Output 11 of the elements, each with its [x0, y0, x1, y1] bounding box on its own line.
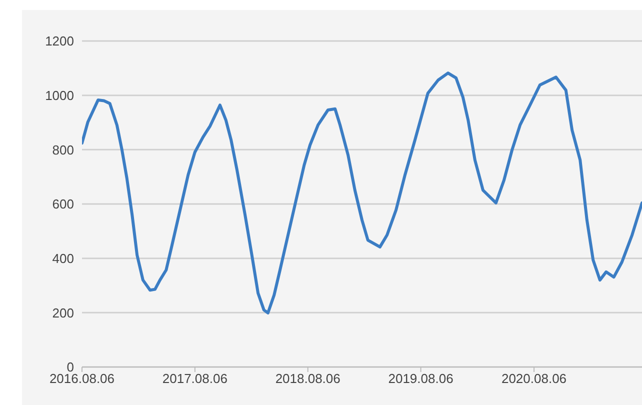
x-tick-label: 2019.08.06: [388, 371, 454, 386]
y-tick-label: 400: [52, 250, 74, 266]
y-tick-label: 1200: [45, 34, 74, 49]
x-tick-label: 2020.08.06: [501, 371, 567, 386]
y-tick-label: 800: [52, 142, 74, 158]
x-tick-label: 2017.08.06: [162, 371, 228, 386]
x-tick-label: 2018.08.06: [275, 371, 340, 386]
y-tick-label: 200: [52, 305, 74, 320]
y-tick-label: 600: [52, 196, 74, 212]
y-tick-label: 1000: [45, 88, 74, 103]
line-series: [82, 72, 642, 314]
